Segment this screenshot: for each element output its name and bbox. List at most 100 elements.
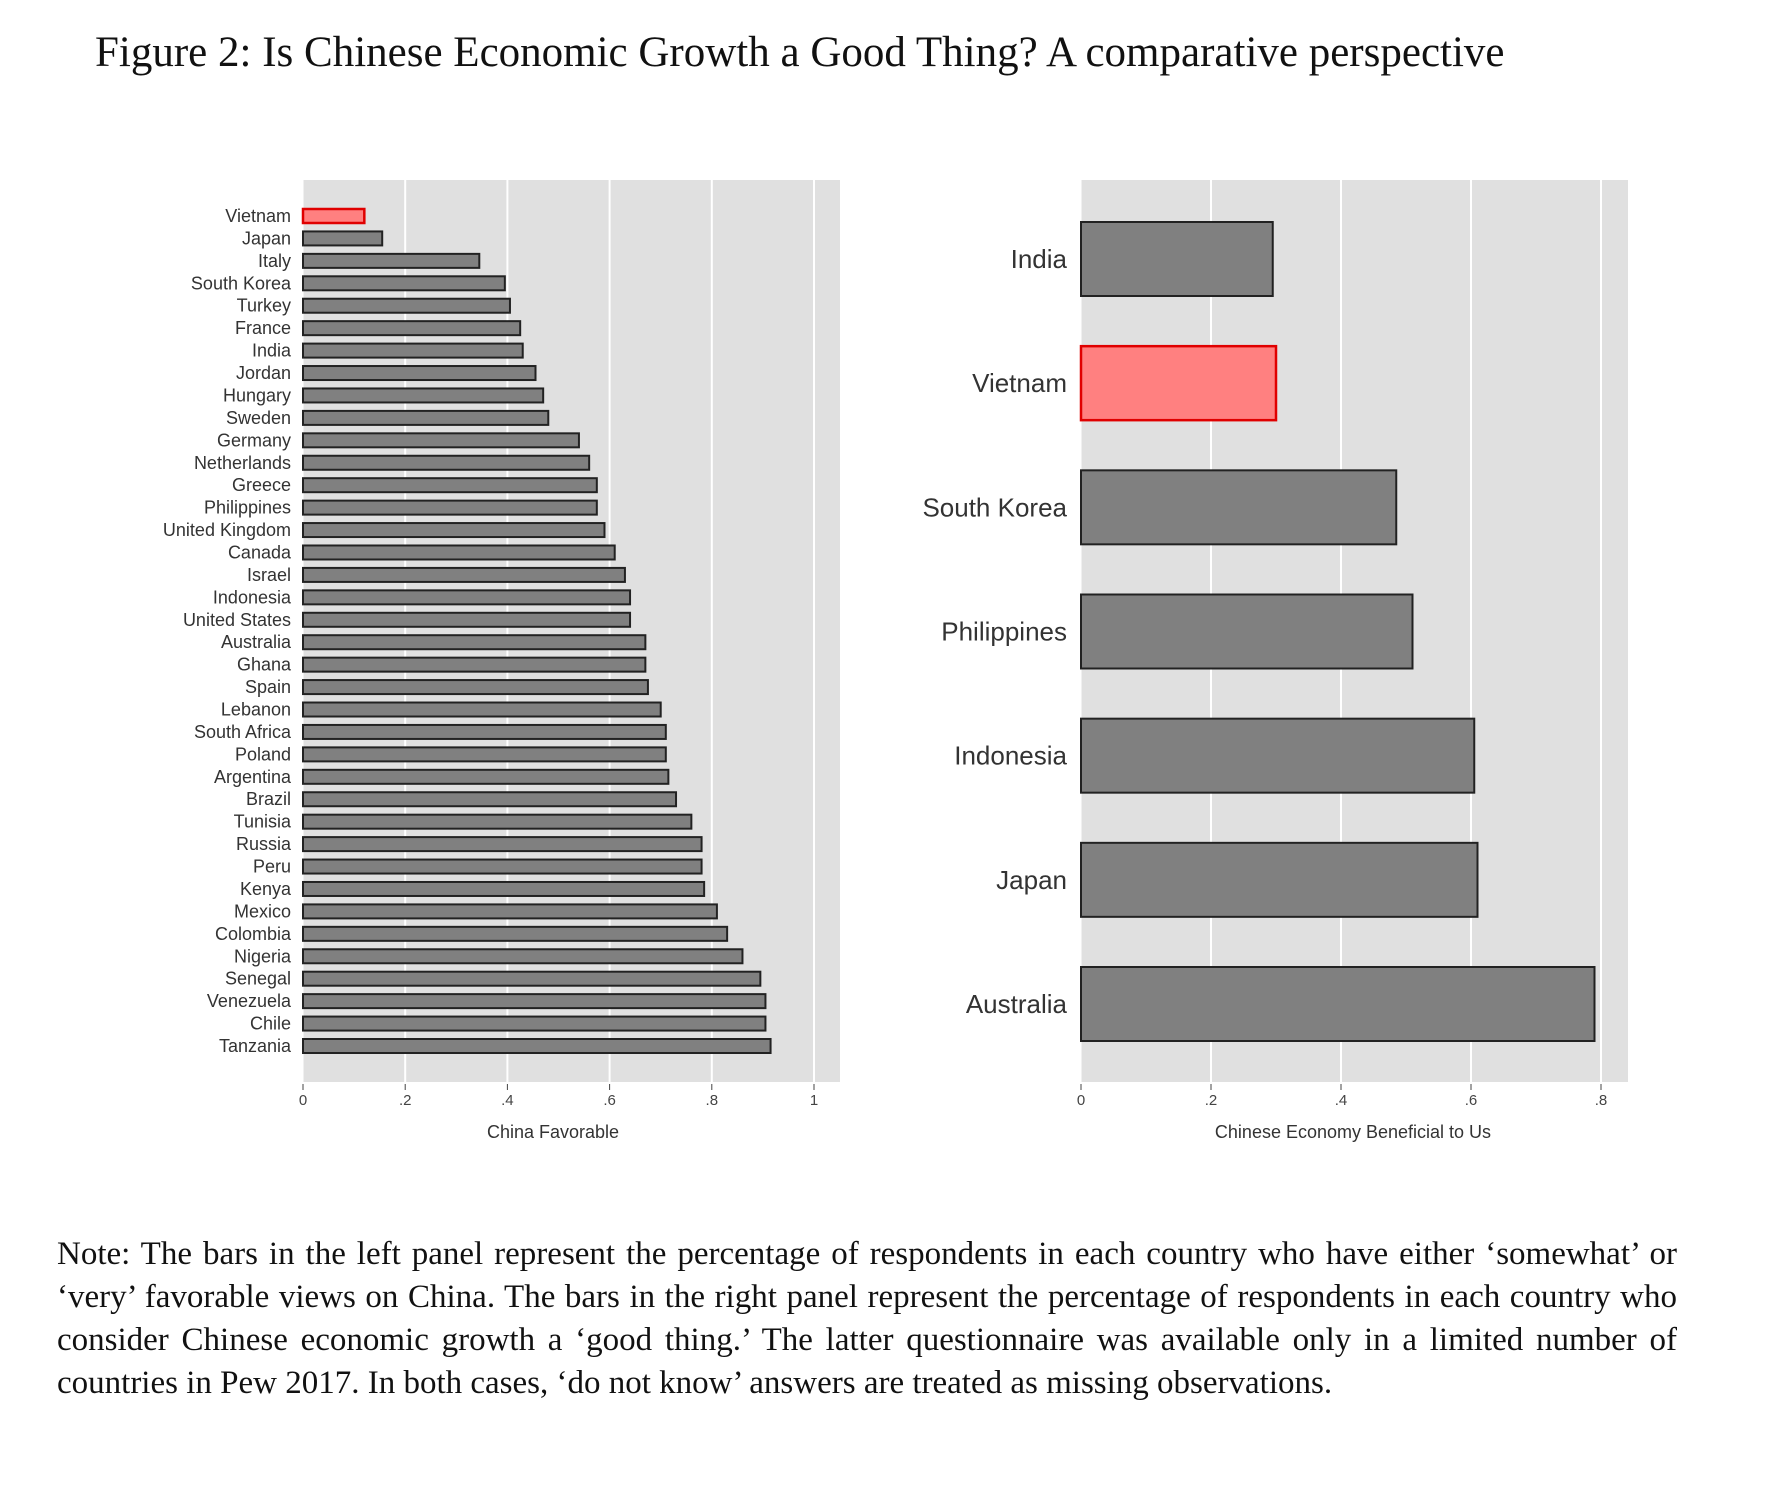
bar-senegal	[302, 970, 762, 987]
category-label-poland: Poland	[235, 744, 291, 764]
category-label-australia: Australia	[966, 989, 1068, 1019]
category-label-italy: Italy	[258, 251, 291, 271]
category-label-chile: Chile	[250, 1014, 291, 1034]
x-tick-label: .2	[399, 1092, 412, 1109]
bar-vietnam	[301, 207, 366, 225]
category-label-senegal: Senegal	[225, 969, 291, 989]
category-label-indonesia: Indonesia	[213, 587, 292, 607]
x-tick-label: 1	[810, 1092, 818, 1109]
category-label-vietnam: Vietnam	[225, 206, 291, 226]
category-label-peru: Peru	[253, 857, 291, 877]
x-tick-label: .6	[1465, 1092, 1478, 1109]
bar-united-states	[302, 611, 632, 628]
bar-ghana	[302, 656, 647, 673]
category-label-russia: Russia	[236, 834, 292, 854]
bar-italy	[302, 252, 481, 269]
bar-mexico	[302, 903, 718, 920]
category-label-argentina: Argentina	[214, 767, 292, 787]
bar-australia	[1080, 966, 1596, 1042]
bar-argentina	[302, 768, 670, 785]
bar-turkey	[302, 297, 511, 314]
bar-nigeria	[302, 948, 744, 965]
category-label-united-states: United States	[183, 610, 291, 630]
bar-australia	[302, 634, 647, 651]
category-label-france: France	[235, 318, 291, 338]
category-label-mexico: Mexico	[234, 901, 291, 921]
bar-spain	[302, 679, 649, 696]
category-label-philippines: Philippines	[941, 617, 1067, 647]
category-label-jordan: Jordan	[236, 363, 291, 383]
category-label-spain: Spain	[245, 677, 291, 697]
plot-background	[303, 180, 840, 1082]
bar-south-africa	[302, 723, 667, 740]
bar-kenya	[302, 880, 706, 897]
x-tick-label: .4	[501, 1092, 514, 1109]
bar-canada	[302, 544, 616, 561]
bar-south-korea	[302, 275, 506, 292]
bar-russia	[302, 836, 703, 853]
bar-tanzania	[302, 1038, 772, 1054]
category-label-south-korea: South Korea	[191, 273, 292, 293]
bar-japan	[302, 230, 384, 247]
bar-france	[302, 320, 522, 337]
category-label-japan: Japan	[242, 228, 291, 248]
bar-japan	[1080, 841, 1479, 918]
bar-south-korea	[1080, 469, 1398, 546]
category-label-lebanon: Lebanon	[221, 700, 291, 720]
category-label-india: India	[252, 341, 292, 361]
bar-united-kingdom	[302, 522, 606, 539]
right-panel-economy-beneficial: India Vietnam South Korea Philippines Indone…	[922, 180, 1628, 1142]
bar-india	[1080, 221, 1274, 297]
x-tick-label: .8	[706, 1092, 719, 1109]
category-label-turkey: Turkey	[237, 296, 291, 316]
category-label-philippines: Philippines	[204, 498, 291, 518]
category-label-germany: Germany	[217, 430, 291, 450]
bar-peru	[302, 858, 703, 875]
category-label-india: India	[1011, 244, 1068, 274]
category-label-vietnam: Vietnam	[972, 368, 1067, 398]
bar-jordan	[302, 365, 537, 382]
category-label-israel: Israel	[247, 565, 291, 585]
bar-chile	[302, 1015, 767, 1032]
category-label-ghana: Ghana	[237, 655, 292, 675]
x-tick-label: .8	[1595, 1092, 1608, 1109]
bar-hungary	[302, 387, 545, 404]
category-label-japan: Japan	[996, 865, 1067, 895]
category-label-canada: Canada	[228, 542, 292, 562]
category-label-indonesia: Indonesia	[954, 741, 1067, 771]
bar-india	[302, 342, 524, 359]
x-tick-label: .6	[603, 1092, 616, 1109]
bar-greece	[302, 477, 598, 494]
category-label-tunisia: Tunisia	[234, 812, 292, 832]
bar-brazil	[302, 791, 678, 808]
bar-philippines	[1080, 593, 1414, 670]
x-tick-label: 0	[299, 1092, 307, 1109]
category-label-colombia: Colombia	[215, 924, 292, 944]
bar-lebanon	[302, 701, 662, 718]
bar-vietnam	[1079, 344, 1278, 422]
bar-philippines	[302, 499, 598, 516]
bar-indonesia	[302, 589, 632, 606]
bar-indonesia	[1080, 717, 1476, 794]
category-label-kenya: Kenya	[240, 879, 292, 899]
category-label-venezuela: Venezuela	[207, 991, 292, 1011]
category-label-nigeria: Nigeria	[234, 946, 292, 966]
x-axis-label: China Favorable	[487, 1122, 619, 1142]
category-label-brazil: Brazil	[246, 789, 291, 809]
bar-venezuela	[302, 993, 767, 1010]
x-tick-label: .4	[1335, 1092, 1348, 1109]
category-label-united-kingdom: United Kingdom	[163, 520, 291, 540]
category-label-australia: Australia	[221, 632, 292, 652]
x-tick-label: 0	[1077, 1092, 1085, 1109]
category-label-greece: Greece	[232, 475, 291, 495]
bar-israel	[302, 566, 626, 583]
category-label-hungary: Hungary	[223, 385, 291, 405]
x-tick-label: .2	[1205, 1092, 1218, 1109]
figure-title: Figure 2: Is Chinese Economic Growth a G…	[95, 29, 1505, 76]
figure-note: Note: The bars in the left panel represe…	[57, 1236, 1677, 1401]
category-label-south-korea: South Korea	[922, 492, 1067, 522]
bar-sweden	[302, 409, 550, 426]
category-label-tanzania: Tanzania	[219, 1036, 292, 1056]
